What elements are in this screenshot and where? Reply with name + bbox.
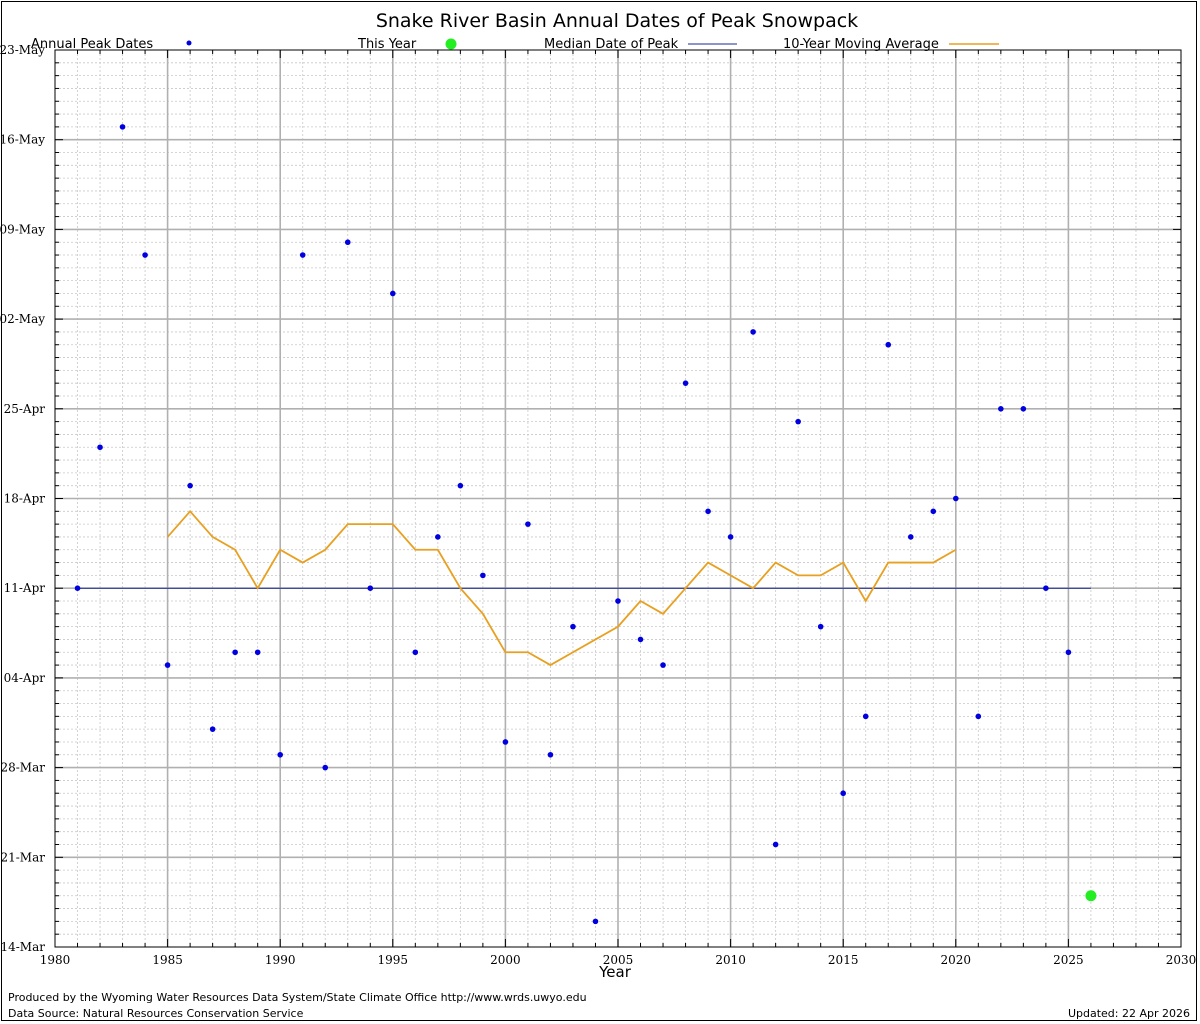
peak-point [592, 918, 599, 925]
peak-point [615, 598, 621, 604]
peak-point [817, 623, 824, 630]
peak-point [322, 764, 329, 771]
footer-data-source: Data Source: Natural Resources Conservat… [8, 1007, 304, 1020]
peak-point [907, 534, 914, 540]
peak-point [209, 726, 216, 732]
peak-point [1065, 649, 1072, 656]
x-tick-label: 1990 [265, 953, 296, 967]
peak-point [727, 534, 734, 540]
x-tick-label: 2020 [941, 953, 972, 967]
peak-point [74, 585, 81, 591]
peak-point [840, 790, 846, 797]
x-tick-label: 1985 [152, 953, 183, 967]
y-tick-label: 02-May [0, 312, 45, 326]
peak-point [750, 329, 756, 335]
peak-point [862, 713, 869, 720]
this-year-point [1085, 890, 1097, 902]
peak-point [277, 751, 284, 758]
y-tick-label: 21-Mar [0, 850, 45, 864]
peak-point [367, 585, 374, 591]
x-tick-label: 1980 [40, 953, 71, 967]
x-tick-labels: 1980 1985 1990 1995 2000 2005 2010 2015 2020 2025… [40, 953, 1197, 967]
peak-point [435, 534, 441, 540]
peak-point [998, 406, 1004, 412]
peak-point [705, 508, 711, 515]
y-tick-label: 04-Apr [4, 671, 46, 685]
peak-point [930, 508, 937, 515]
legend-marker-this-year [445, 38, 457, 50]
footer-produced-by: Produced by the Wyoming Water Resources … [8, 991, 587, 1004]
peak-point [97, 444, 103, 451]
peak-point [637, 636, 644, 643]
peak-point [457, 482, 464, 489]
legend-label-median: Median Date of Peak [544, 37, 679, 52]
peak-point [525, 521, 531, 527]
moving-average-line [166, 509, 957, 667]
peak-point [412, 649, 419, 656]
legend-label-this-year: This Year [357, 37, 417, 52]
x-tick-label: 2005 [603, 953, 634, 967]
legend-label-moving-average: 10-Year Moving Average [783, 37, 939, 52]
peak-point [502, 739, 509, 745]
x-axis-title: Year [598, 963, 632, 981]
peak-point [795, 418, 801, 425]
y-tick-label: 16-May [0, 133, 45, 147]
y-tick-label: 25-Apr [4, 402, 46, 416]
x-tick-label: 2025 [1053, 953, 1084, 967]
y-tick-labels: 14-Mar 21-Mar 28-Mar 04-Apr 11-Apr 18-Apr 25-A… [0, 43, 45, 954]
peak-point [1043, 585, 1049, 591]
peak-point [299, 252, 306, 258]
peak-point [119, 124, 126, 130]
peak-point [187, 482, 193, 489]
y-tick-label: 23-May [0, 43, 45, 57]
peak-point [390, 290, 396, 297]
x-tick-label: 2010 [715, 953, 746, 967]
y-tick-label: 28-Mar [0, 761, 45, 775]
x-tick-label: 1995 [378, 953, 409, 967]
footer-updated: Updated: 22 Apr 2026 [1067, 1007, 1190, 1020]
peak-point [232, 649, 238, 656]
peak-point [547, 751, 554, 758]
x-tick-label: 2030 [1166, 953, 1197, 967]
peak-point [1020, 406, 1027, 412]
peak-point [660, 662, 666, 668]
series-layer [74, 124, 1097, 925]
y-tick-label: 11-Apr [4, 581, 46, 595]
x-tick-label: 2015 [828, 953, 859, 967]
peak-point [570, 623, 576, 630]
peak-point [344, 239, 351, 246]
peak-point [164, 662, 171, 668]
major-grid [55, 50, 1181, 947]
y-tick-label: 18-Apr [4, 492, 46, 506]
x-tick-label: 2000 [490, 953, 521, 967]
peak-point [682, 380, 689, 386]
legend-label-annual-peak: Annual Peak Dates [31, 37, 153, 52]
peak-point [953, 495, 959, 502]
peak-point [772, 841, 779, 848]
peak-point [480, 572, 486, 579]
peak-point [142, 252, 148, 258]
y-tick-label: 14-Mar [0, 940, 45, 954]
y-tick-label: 09-May [0, 222, 45, 236]
chart-title: Snake River Basin Annual Dates of Peak S… [376, 10, 858, 32]
peak-point [885, 341, 892, 348]
legend-marker-annual-peak [186, 40, 192, 46]
axis-ticks [54, 49, 1182, 948]
peak-point [975, 713, 982, 720]
peak-point [254, 649, 261, 656]
legend: Annual Peak Dates This Year Median Date … [31, 37, 999, 52]
